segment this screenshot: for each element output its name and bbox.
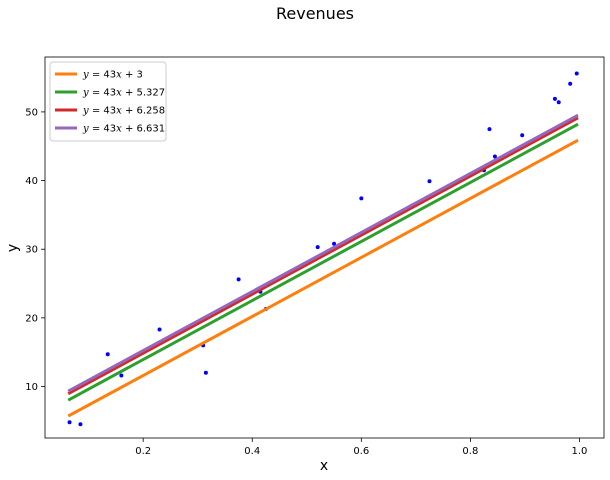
data-point [574, 71, 579, 76]
fit-line-1 [67, 138, 579, 418]
y-tick-label: 40 [25, 176, 38, 187]
x-tick-label: 0.2 [135, 446, 151, 457]
data-point [105, 352, 110, 357]
y-axis-label: y [5, 244, 21, 252]
data-point [427, 179, 432, 184]
data-point [157, 327, 162, 332]
legend-label-4: y = 43x + 6.631 [82, 124, 165, 135]
plot-area-frame [44, 56, 605, 439]
data-point [492, 154, 497, 159]
x-tick-label: 0.6 [353, 446, 369, 457]
y-tick-label: 20 [25, 313, 38, 324]
chart-title: Revenues [276, 4, 354, 23]
y-tick-label: 50 [25, 107, 38, 118]
data-point [67, 420, 72, 425]
x-axis-label: x [320, 458, 328, 474]
legend-frame [49, 61, 167, 142]
fit-line-2 [67, 122, 579, 402]
data-point [552, 96, 557, 101]
fit-line-3 [67, 116, 579, 396]
data-point [520, 133, 525, 138]
data-point [119, 373, 124, 378]
x-tick-label: 1.0 [572, 446, 588, 457]
legend-label-2: y = 43x + 5.327 [82, 88, 165, 99]
data-point [556, 100, 561, 105]
legend: y = 43x + 3 y = 43x + 5.327 y = 43x + 6.25… [49, 61, 167, 142]
data-point [359, 196, 364, 201]
data-point [315, 245, 320, 250]
x-tick-label: 0.4 [244, 446, 260, 457]
x-tick-label: 0.8 [462, 446, 478, 457]
fit-line-4 [67, 113, 579, 393]
legend-label-3: y = 43x + 6.258 [82, 106, 165, 117]
y-tick-label: 10 [25, 382, 38, 393]
y-tick-label: 30 [25, 245, 38, 256]
data-point [203, 370, 208, 375]
data-point [332, 241, 337, 246]
data-point [236, 277, 241, 282]
data-point [78, 422, 83, 427]
data-point [487, 127, 492, 132]
data-point [568, 81, 573, 86]
legend-label-1: y = 43x + 3 [82, 70, 143, 81]
